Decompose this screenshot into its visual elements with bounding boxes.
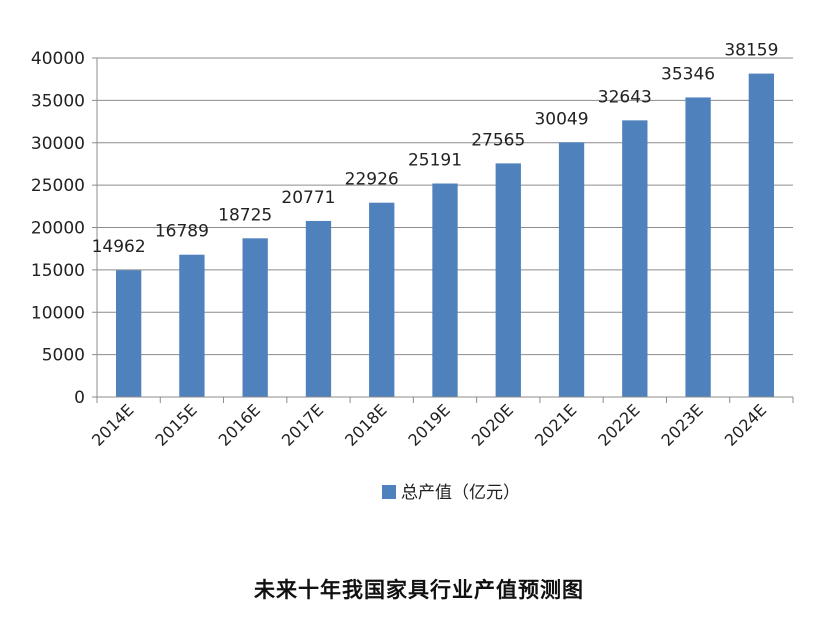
- bar: [558, 142, 585, 397]
- bar: [432, 183, 458, 397]
- y-tick-label: 35000: [31, 91, 85, 111]
- x-tick-label: 2015E: [151, 400, 200, 449]
- bars: [115, 73, 775, 397]
- bar: [495, 163, 521, 397]
- bar: [115, 270, 142, 397]
- x-tick-label: 2020E: [468, 400, 517, 449]
- bar: [622, 120, 648, 397]
- x-tick-label: 2017E: [278, 400, 327, 449]
- legend-label: 总产值（亿元）: [401, 483, 520, 503]
- data-label: 25191: [408, 151, 462, 171]
- x-tick-label: 2024E: [721, 400, 770, 449]
- bar: [179, 254, 205, 397]
- data-label: 32643: [598, 87, 652, 107]
- data-label: 38159: [724, 41, 778, 61]
- data-label: 30049: [534, 109, 588, 129]
- data-label: 20771: [281, 188, 335, 208]
- legend-swatch: [382, 485, 396, 499]
- data-labels: 14962 16789 18725 20771 22926 25191 27565 30049…: [92, 41, 779, 258]
- y-tick-label: 30000: [31, 134, 85, 154]
- x-tick-label: 2021E: [531, 400, 580, 449]
- chart-frame: 0 5000 10000 15000 20000 25000 30000 35000 40000…: [30, 40, 794, 503]
- y-tick-label: 20000: [31, 219, 85, 239]
- bar: [242, 238, 268, 397]
- x-axis: 2014E 2015E 2016E 2017E 2018E 2019E 2020E 2021E…: [88, 396, 794, 450]
- bar: [685, 97, 711, 397]
- bar: [369, 202, 395, 397]
- data-label: 27565: [471, 130, 525, 150]
- data-label: 22926: [345, 170, 399, 190]
- x-tick-label: 2019E: [404, 400, 453, 449]
- y-tick-label: 40000: [31, 49, 85, 69]
- y-tick-label: 10000: [31, 303, 85, 323]
- bar-chart: 0 5000 10000 15000 20000 25000 30000 35000 40000…: [31, 41, 794, 503]
- x-tick-label: 2023E: [658, 400, 707, 449]
- x-tick-label: 2016E: [215, 400, 264, 449]
- y-tick-label: 5000: [42, 346, 85, 366]
- y-tick-label: 25000: [31, 176, 85, 196]
- legend: 总产值（亿元）: [382, 483, 520, 503]
- data-label: 16789: [155, 222, 209, 242]
- data-label: 35346: [661, 64, 715, 84]
- y-tick-label: 0: [74, 388, 85, 408]
- y-axis: 0 5000 10000 15000 20000 25000 30000 35000 40000: [31, 49, 98, 408]
- chart-caption: 未来十年我国家具行业产值预测图: [254, 578, 584, 602]
- x-tick-label: 2022E: [594, 400, 643, 449]
- x-tick-label: 2014E: [88, 400, 137, 449]
- data-label: 18725: [218, 205, 272, 225]
- bar: [305, 220, 332, 397]
- data-label: 14962: [92, 237, 146, 257]
- y-tick-label: 15000: [31, 261, 85, 281]
- x-tick-label: 2018E: [341, 400, 390, 449]
- bar: [748, 73, 775, 397]
